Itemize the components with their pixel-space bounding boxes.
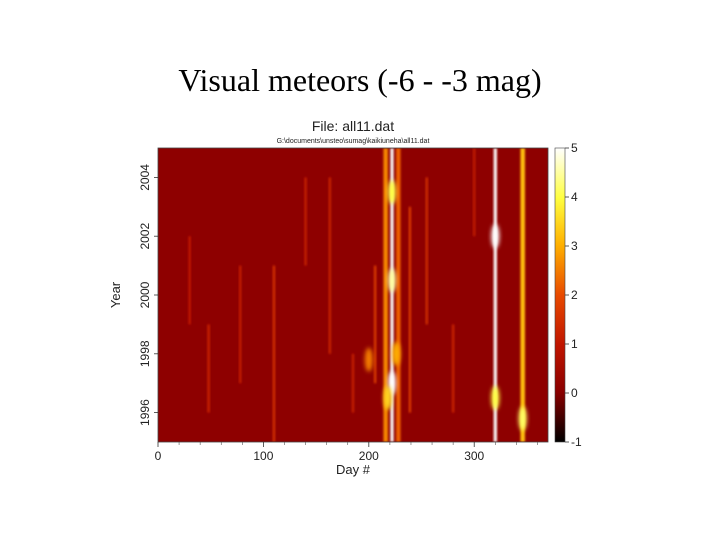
- heatmap-figure: File: all11.dat G:\documents\unsteo\suma…: [108, 118, 582, 477]
- slide-title: Visual meteors (-6 - -3 mag): [178, 62, 542, 98]
- heatmap-blob: [491, 224, 500, 249]
- x-tick-label: 100: [253, 449, 273, 463]
- x-tick-label: 200: [359, 449, 379, 463]
- heatmap-streak: [408, 206, 412, 413]
- heatmap-streak: [272, 265, 276, 442]
- heatmap-marks: [188, 148, 527, 442]
- heatmap-streak: [239, 265, 242, 384]
- colorbar-tick-label: -1: [571, 435, 582, 449]
- x-axis: 0 100 200 300: [155, 442, 538, 463]
- heatmap-streak: [383, 148, 388, 442]
- colorbar-tick-label: 4: [571, 190, 578, 204]
- heatmap-streak: [351, 353, 355, 413]
- colorbar-tick-label: 2: [571, 288, 578, 302]
- heatmap-streak: [328, 177, 331, 354]
- chart-subtitle: G:\documents\unsteo\sumag\kaikiuneha\all…: [277, 138, 430, 145]
- y-tick-label: 1998: [138, 340, 152, 367]
- colorbar-tick-label: 5: [571, 141, 578, 155]
- colorbar: [554, 147, 566, 443]
- heatmap-streak: [396, 148, 401, 442]
- x-tick-label: 300: [464, 449, 484, 463]
- y-tick-label: 2002: [138, 223, 152, 250]
- heatmap-streak: [304, 177, 307, 266]
- heatmap-blob: [364, 347, 373, 372]
- x-tick-label: 0: [155, 449, 162, 463]
- y-axis: 1996 1998 2000 2002 2004: [138, 164, 158, 426]
- heatmap-blob: [491, 385, 500, 410]
- heatmap-blob: [383, 385, 392, 410]
- heatmap-streak: [452, 324, 455, 413]
- heatmap-streak: [188, 236, 191, 325]
- colorbar-tick-label: 1: [571, 337, 578, 351]
- y-axis-label: Year: [108, 281, 123, 308]
- heatmap-streak: [520, 148, 525, 442]
- heatmap-streak: [473, 148, 476, 237]
- heatmap-blob: [392, 341, 401, 366]
- colorbar-ticks: -1 0 1 2 3 4 5: [565, 141, 582, 449]
- y-tick-label: 2004: [138, 164, 152, 191]
- x-axis-label: Day #: [336, 462, 371, 477]
- colorbar-tick-label: 0: [571, 386, 578, 400]
- heatmap-streak: [493, 148, 497, 442]
- heatmap-streak: [425, 177, 428, 325]
- heatmap-blob: [518, 406, 527, 431]
- heatmap-streak: [374, 265, 377, 384]
- colorbar-tick-label: 3: [571, 239, 578, 253]
- heatmap-blob: [388, 180, 396, 205]
- heatmap-streak: [390, 148, 394, 442]
- y-tick-label: 1996: [138, 399, 152, 426]
- y-tick-label: 2000: [138, 281, 152, 308]
- chart-title: File: all11.dat: [312, 118, 394, 134]
- heatmap-streak: [207, 324, 210, 413]
- heatmap-blob: [388, 268, 396, 293]
